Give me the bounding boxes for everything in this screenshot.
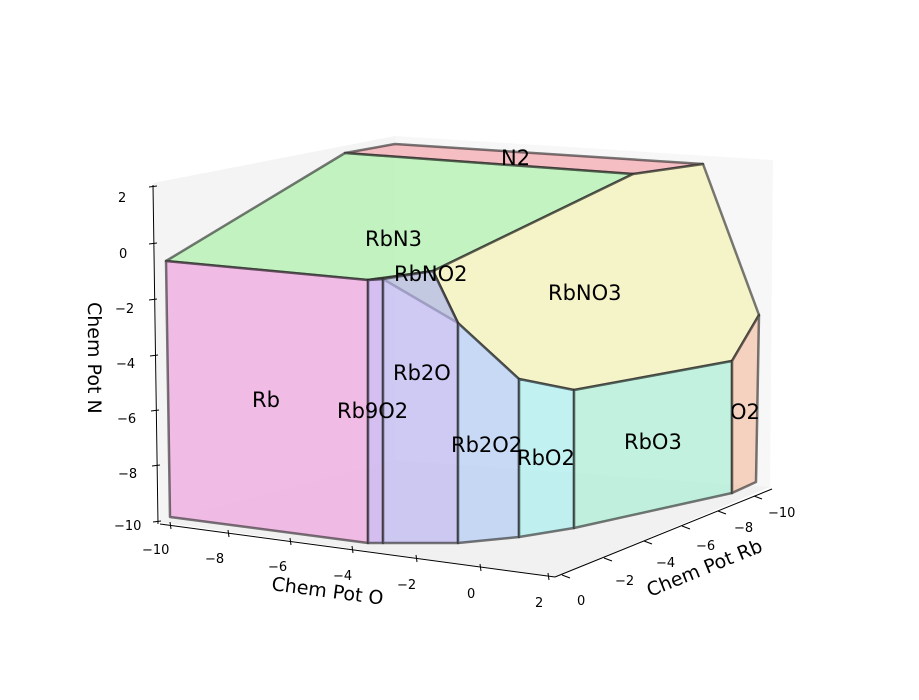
x-tick-label: −10 (142, 543, 169, 558)
y-tick-labels: −10 −8 −6 −4 −2 0 (577, 506, 795, 609)
x-tick-label: 0 (467, 587, 475, 602)
z-tick-label: 2 (118, 191, 126, 206)
z-tick-mark (149, 354, 159, 357)
region-label-rb2o2: Rb2O2 (451, 433, 522, 457)
x-tick-labels: −10 −8 −6 −4 −2 0 2 (142, 543, 543, 611)
z-tick-mark (152, 520, 162, 523)
z-tick-labels: 2 0 −2 −4 −6 −8 −10 (114, 191, 141, 534)
x-tick-label: −8 (205, 552, 224, 567)
y-tick-label: −4 (656, 556, 675, 571)
region-label-rbo2: RbO2 (517, 446, 575, 470)
x-tick-mark (547, 572, 550, 581)
y-tick-mark (603, 557, 613, 562)
z-axis-title: Chem Pot N (83, 302, 105, 414)
y-axis-line (554, 488, 773, 578)
z-tick-mark (148, 185, 158, 188)
x-tick-mark (169, 521, 172, 530)
x-tick-label: −4 (333, 569, 352, 584)
region-label-rbno3: RbNO3 (548, 281, 622, 305)
x-tick-mark (351, 545, 354, 554)
z-axis-line (152, 184, 159, 525)
y-tick-mark (643, 540, 653, 545)
region-label-n2: N2 (501, 146, 530, 170)
x-tick-mark (289, 537, 292, 546)
x-tick-mark (227, 529, 230, 538)
region-label-rb: Rb (252, 388, 280, 412)
y-tick-mark (717, 510, 727, 515)
z-tick-mark (148, 242, 158, 245)
z-tick-label: −4 (116, 357, 135, 372)
x-tick-label: 2 (535, 596, 543, 611)
x-tick-mark (415, 554, 418, 563)
y-tick-label: −10 (768, 506, 795, 521)
x-tick-label: −6 (268, 560, 287, 575)
region-label-o2: O2 (730, 400, 760, 424)
y-tick-mark (753, 495, 763, 500)
y-tick-label: 0 (577, 594, 585, 609)
y-tick-mark (561, 574, 571, 579)
region-o2 (730, 313, 761, 495)
region-labels: N2 RbN3 RbNO2 RbNO3 Rb Rb9O2 Rb2O Rb2O2 … (252, 146, 760, 470)
y-tick-label: −2 (615, 574, 634, 589)
x-axis-title: Chem Pot O (270, 573, 384, 609)
y-tick-label: −6 (696, 539, 715, 554)
z-tick-label: −10 (114, 519, 141, 534)
tick-marks (148, 185, 763, 581)
y-tick-label: −8 (734, 521, 753, 536)
z-tick-mark (151, 464, 161, 467)
region-label-rbo3: RbO3 (624, 430, 682, 454)
region-label-rb9o2: Rb9O2 (337, 399, 408, 423)
z-tick-label: 0 (119, 247, 127, 262)
z-tick-label: −8 (118, 467, 137, 482)
region-label-rb2o: Rb2O (393, 361, 451, 385)
x-tick-label: −2 (397, 578, 416, 593)
z-tick-mark (150, 409, 160, 412)
z-tick-label: −6 (117, 412, 136, 427)
x-tick-mark (479, 563, 482, 572)
z-tick-label: −2 (115, 302, 134, 317)
axis-lines (152, 184, 773, 578)
x-axis-line (159, 523, 556, 578)
region-label-rbn3: RbN3 (365, 227, 422, 251)
phase-regions (164, 142, 761, 545)
y-tick-mark (681, 525, 691, 530)
z-tick-mark (148, 298, 158, 301)
region-label-rbno2: RbNO2 (394, 262, 468, 286)
